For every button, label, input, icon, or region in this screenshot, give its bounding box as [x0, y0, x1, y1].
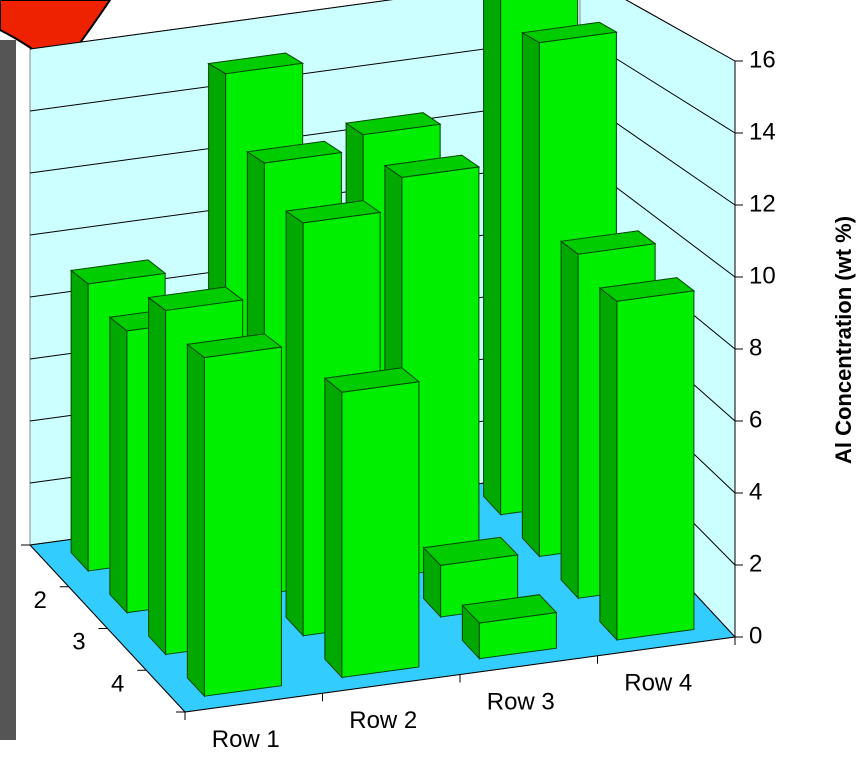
depth-label: 3	[72, 629, 85, 656]
depth-label: 2	[33, 587, 46, 614]
y-tick-label: 2	[749, 550, 762, 577]
y-tick-label: 16	[749, 46, 776, 73]
bar-front	[617, 291, 694, 640]
chart: 0246810121416Row 1Row 2Row 3Row 4234 Al …	[0, 0, 868, 759]
x-tick-label: Row 3	[487, 688, 555, 715]
bar-side	[325, 378, 342, 677]
y-tick-label: 0	[749, 622, 762, 649]
bar-side	[71, 270, 88, 571]
x-tick-label: Row 4	[624, 670, 692, 697]
side-strip	[0, 40, 16, 740]
bar	[600, 278, 694, 640]
bar	[187, 334, 281, 696]
bar-side	[600, 288, 617, 640]
y-tick-label: 12	[749, 190, 776, 217]
y-axis-title: Al Concentration (wt %)	[831, 216, 856, 464]
y-tick-label: 14	[749, 118, 776, 145]
bar-side	[484, 0, 501, 515]
bar-side	[149, 298, 166, 655]
x-tick-label: Row 2	[349, 707, 417, 734]
bar-side	[110, 317, 127, 612]
bar-side	[286, 211, 303, 636]
bar	[325, 368, 419, 678]
y-tick-label: 10	[749, 262, 776, 289]
bar-side	[187, 344, 204, 696]
x-tick-label: Row 1	[212, 726, 280, 753]
bar-front	[342, 382, 419, 678]
y-tick-label: 4	[749, 478, 762, 505]
bar	[462, 595, 556, 659]
bar-side	[522, 33, 539, 557]
depth-label: 4	[111, 670, 124, 697]
y-tick-label: 8	[749, 334, 762, 361]
bar-front	[204, 347, 281, 696]
bar-side	[561, 241, 578, 598]
y-tick-label: 6	[749, 406, 762, 433]
